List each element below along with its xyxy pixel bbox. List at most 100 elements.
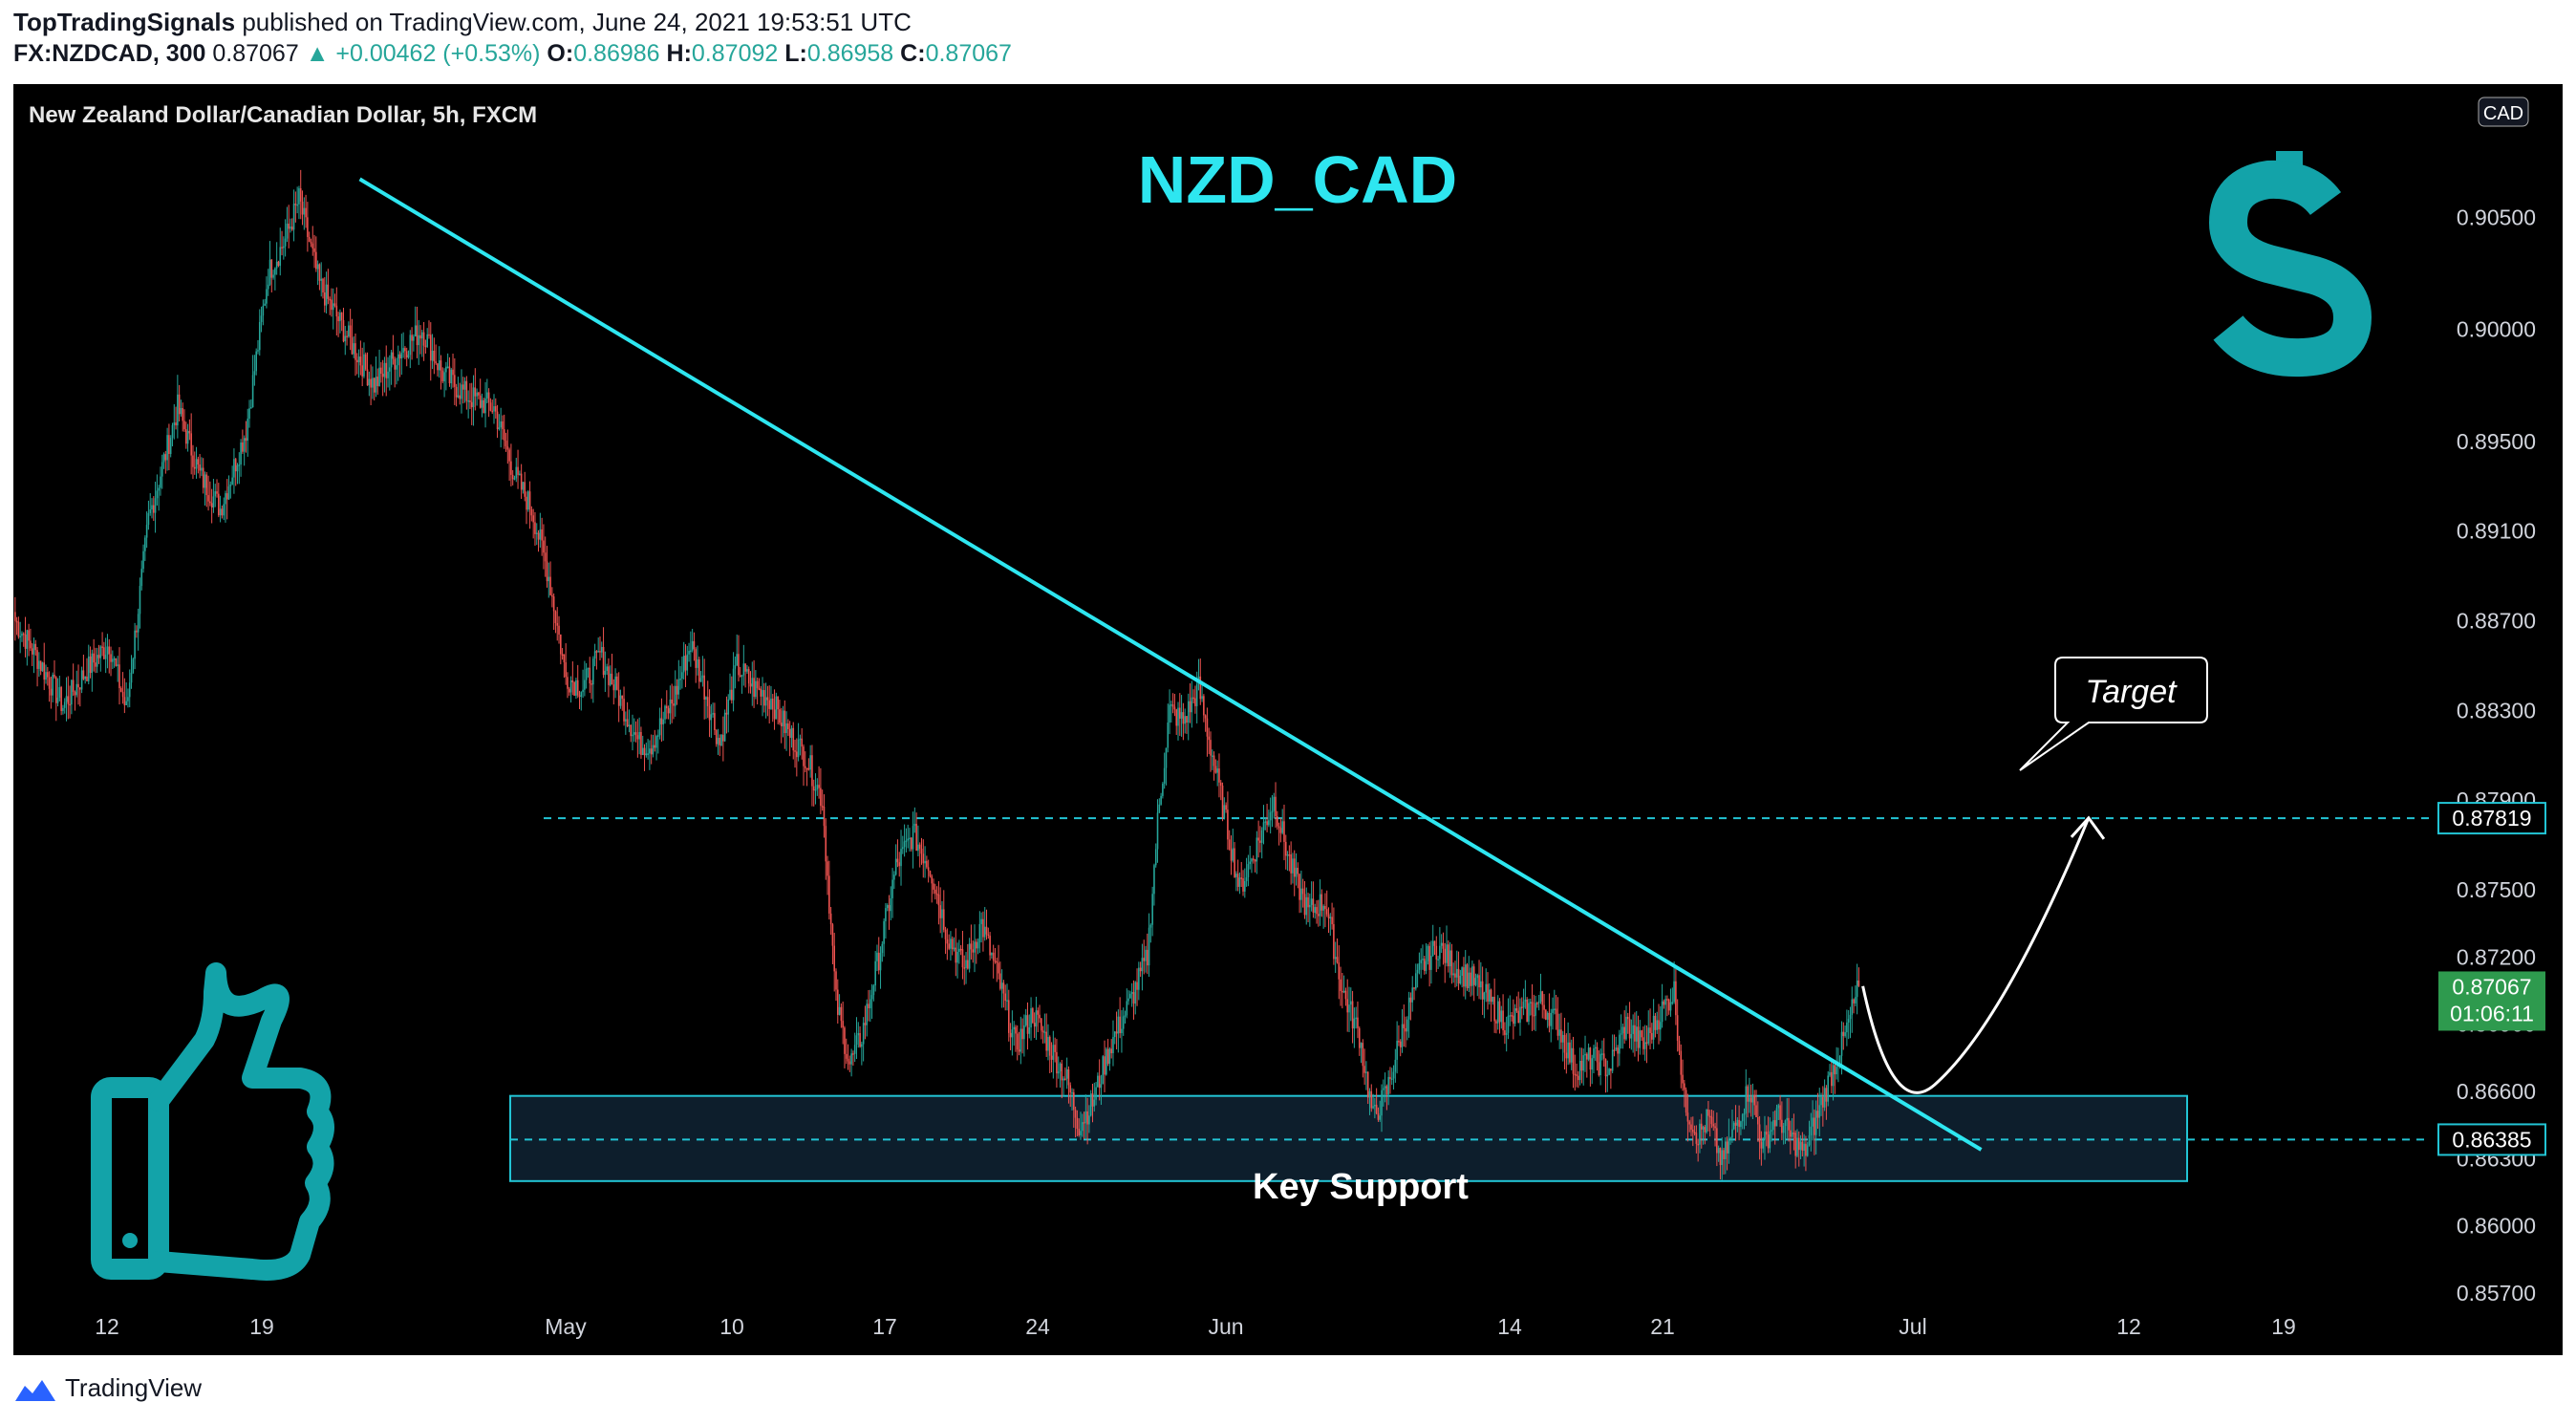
candle [1023, 1025, 1025, 1040]
candle [1141, 958, 1144, 972]
footer-brand[interactable]: TradingView [65, 1373, 203, 1402]
candle [1372, 1106, 1374, 1109]
candle [1671, 1002, 1674, 1003]
candle [1803, 1143, 1805, 1152]
candle [697, 658, 698, 668]
candle [183, 421, 185, 430]
candle [597, 651, 599, 653]
candle [1230, 849, 1233, 861]
candle [1719, 1148, 1722, 1165]
candle [753, 678, 755, 698]
publisher-name[interactable]: TopTradingSignals [13, 8, 236, 36]
candle [732, 668, 735, 701]
candle [1254, 859, 1256, 862]
candle [779, 709, 781, 723]
candle [303, 207, 306, 215]
candle [1621, 1026, 1624, 1034]
candle [913, 823, 916, 827]
candle [1091, 1093, 1094, 1107]
candle [946, 939, 949, 944]
candle [645, 753, 648, 756]
candle [156, 490, 159, 499]
candle [440, 360, 442, 371]
candle [478, 392, 480, 396]
candle [445, 366, 447, 373]
candle [970, 943, 973, 950]
candle [333, 303, 336, 306]
candle [74, 692, 76, 696]
candle [1178, 707, 1181, 719]
candle [654, 744, 656, 748]
candle [1697, 1143, 1699, 1146]
candle [625, 719, 627, 722]
candle [1490, 989, 1492, 1003]
candle [1779, 1105, 1781, 1120]
candle [877, 952, 880, 971]
candle [1664, 999, 1666, 1005]
candle [977, 942, 979, 949]
candle [1098, 1075, 1101, 1089]
candle [1409, 997, 1412, 1003]
candle [1773, 1120, 1776, 1127]
candle [459, 395, 461, 399]
candle [1569, 1042, 1571, 1063]
candle [866, 1003, 869, 1025]
candle [1488, 989, 1491, 1002]
candle [1392, 1071, 1395, 1079]
candle [158, 487, 160, 491]
candle [1620, 1033, 1622, 1035]
candle [1464, 964, 1467, 987]
candle [1004, 993, 1007, 1002]
candle [1781, 1119, 1783, 1133]
candle [537, 532, 540, 540]
candle [805, 767, 808, 770]
candle [741, 675, 743, 678]
candle [346, 335, 348, 337]
candle [1511, 1015, 1513, 1017]
candle [907, 838, 909, 841]
candle [283, 246, 285, 248]
candle [944, 929, 947, 939]
candle [77, 683, 79, 688]
price-chart[interactable]: 0.90500 0.90000 0.89500 0.89100 0.88700 0.883… [13, 84, 2563, 1355]
candle [50, 688, 53, 696]
candle [1249, 861, 1251, 865]
candle [756, 680, 759, 689]
candle [15, 620, 18, 623]
candle [609, 673, 612, 685]
candle [592, 658, 594, 685]
candle [127, 697, 129, 701]
candle [212, 496, 215, 508]
chart-area[interactable]: 0.90500 0.90000 0.89500 0.89100 0.88700 0.883… [13, 84, 2563, 1355]
candle [963, 967, 966, 969]
candle [749, 683, 752, 687]
candle [994, 960, 997, 962]
candle [580, 692, 583, 698]
candle [870, 995, 873, 1000]
candle [975, 941, 977, 949]
candle [1541, 991, 1544, 1005]
candle [1602, 1053, 1605, 1059]
candle [164, 454, 167, 461]
candle [238, 464, 241, 466]
candle [1552, 1008, 1554, 1013]
candle [848, 1061, 851, 1065]
candle [1026, 1015, 1029, 1034]
candle [1623, 1026, 1625, 1040]
candle [690, 650, 692, 653]
candle [54, 677, 57, 703]
candle [1041, 1030, 1044, 1033]
candle [1138, 967, 1140, 990]
candle [231, 477, 233, 485]
candle [541, 529, 543, 541]
candle [1513, 1015, 1514, 1025]
candle [151, 505, 153, 510]
candle [1242, 878, 1244, 892]
candle [1089, 1093, 1092, 1116]
candle [582, 689, 584, 693]
descending-trendline[interactable] [358, 177, 1983, 1152]
candle [407, 355, 410, 358]
candle [1319, 894, 1321, 917]
candle [640, 731, 642, 756]
currency-badge[interactable] [2478, 97, 2529, 127]
